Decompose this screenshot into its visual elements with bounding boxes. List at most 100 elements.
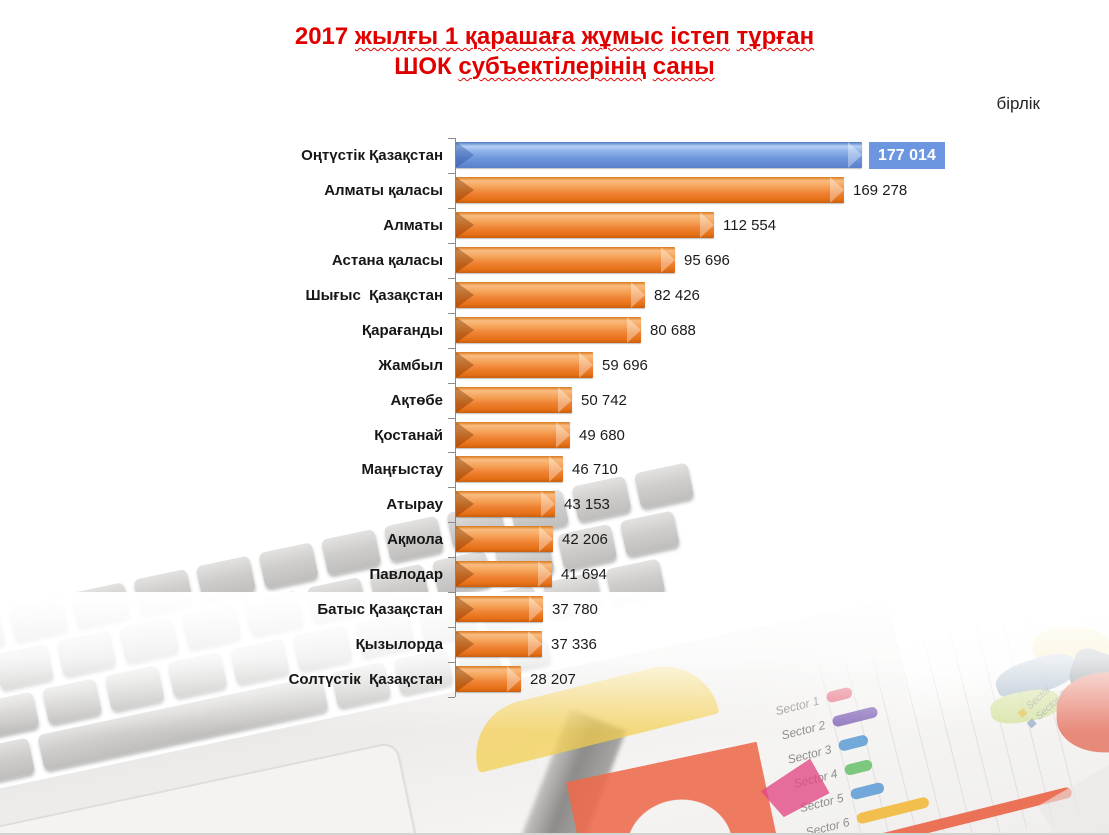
chart-row: Маңғыстау 46 710 [0, 452, 1109, 487]
title-segment: тұрған [736, 23, 815, 50]
chart-row: Жамбыл 59 696 [0, 348, 1109, 383]
value-label: 80 688 [650, 322, 696, 339]
category-label: Маңғыстау [361, 461, 443, 478]
category-axis-line [455, 138, 456, 697]
value-label: 59 696 [602, 357, 648, 374]
axis-tick [448, 592, 455, 593]
data-bar [456, 352, 593, 378]
value-label: 50 742 [581, 392, 627, 409]
category-label: Атырау [386, 496, 443, 513]
value-label: 37 780 [552, 601, 598, 618]
chart-title: 2017 жылғы 1 қарашаға жұмыс істеп тұрған… [0, 22, 1109, 82]
category-label: Павлодар [369, 566, 443, 583]
bg-sector-bar [837, 734, 870, 752]
chart-row: Павлодар 41 694 [0, 557, 1109, 592]
value-label: 177 014 [869, 142, 945, 169]
value-label: 37 336 [551, 636, 597, 653]
chart-row: Шығыс Қазақстан 82 426 [0, 278, 1109, 313]
data-bar [456, 491, 555, 517]
axis-tick [448, 522, 455, 523]
chart-row: Алматы қаласы 169 278 [0, 173, 1109, 208]
axis-tick [448, 627, 455, 628]
value-label: 28 207 [530, 671, 576, 688]
chart-row: Ақтөбе 50 742 [0, 383, 1109, 418]
value-label: 42 206 [562, 531, 608, 548]
title-segment: саны [652, 53, 715, 80]
chart-title-line1: 2017 жылғы 1 қарашаға жұмыс істеп тұрған [0, 22, 1109, 52]
axis-tick [448, 697, 455, 698]
axis-tick [448, 243, 455, 244]
value-label: 49 680 [579, 427, 625, 444]
data-bar [456, 212, 714, 238]
category-label: Астана қаласы [331, 252, 443, 269]
chart-row: Батыс Қазақстан 37 780 [0, 592, 1109, 627]
title-segment: ШОК [394, 53, 459, 80]
title-segment: жылғы 1 қарашаға [354, 23, 575, 50]
data-bar [456, 666, 521, 692]
value-label: 41 694 [561, 566, 607, 583]
axis-tick [448, 418, 455, 419]
plot-area: Оңтүстік Қазақстан 177 014 Алматы қаласы 16… [0, 138, 1109, 700]
category-label: Ақтөбе [390, 392, 443, 409]
title-segment: істеп [670, 23, 730, 50]
data-bar [456, 456, 563, 482]
axis-tick [448, 487, 455, 488]
title-segment [646, 53, 653, 80]
category-label: Ақмола [387, 531, 443, 548]
category-label: Солтүстік Қазақстан [288, 671, 443, 688]
axis-tick [448, 557, 455, 558]
chart-row: Солтүстік Қазақстан 28 207 [0, 662, 1109, 697]
category-label: Қызылорда [355, 636, 443, 653]
axis-tick [448, 138, 455, 139]
data-bar [456, 526, 553, 552]
axis-tick [448, 452, 455, 453]
chart-row: Оңтүстік Қазақстан 177 014 [0, 138, 1109, 173]
title-segment: жұмыс [581, 23, 664, 50]
chart-row: Алматы 112 554 [0, 208, 1109, 243]
data-bar [456, 247, 675, 273]
data-bar [456, 317, 641, 343]
category-label: Қостанай [374, 427, 443, 444]
value-label: 82 426 [654, 287, 700, 304]
data-bar [456, 561, 552, 587]
axis-tick [448, 278, 455, 279]
category-label: Жамбыл [378, 357, 443, 374]
category-label: Алматы қаласы [324, 182, 443, 199]
axis-tick [448, 383, 455, 384]
title-segment [730, 23, 737, 50]
data-bar [456, 142, 862, 168]
value-label: 112 554 [723, 217, 777, 234]
data-bar [456, 422, 570, 448]
chart-row: Қостанай 49 680 [0, 418, 1109, 453]
category-label: Қарағанды [362, 322, 443, 339]
value-label: 46 710 [572, 461, 618, 478]
axis-tick [448, 662, 455, 663]
data-bar [456, 177, 844, 203]
data-bar [456, 631, 542, 657]
value-label: 43 153 [564, 496, 610, 513]
chart-row: Атырау 43 153 [0, 487, 1109, 522]
axis-tick [448, 173, 455, 174]
axis-tick [448, 208, 455, 209]
chart-row: Қарағанды 80 688 [0, 313, 1109, 348]
data-bar [456, 387, 572, 413]
chart-title-line2: ШОК субъектілерінің саны [0, 52, 1109, 82]
title-segment: 2017 [294, 23, 355, 50]
category-label: Батыс Қазақстан [317, 601, 443, 618]
category-label: Оңтүстік Қазақстан [301, 147, 443, 164]
data-bar [456, 596, 543, 622]
data-bar [456, 282, 645, 308]
value-label: 169 278 [853, 182, 908, 199]
category-label: Шығыс Қазақстан [305, 287, 444, 304]
axis-tick [448, 313, 455, 314]
chart-row: Қызылорда 37 336 [0, 627, 1109, 662]
unit-label: бірлік [996, 94, 1040, 113]
bg-sector-bar [849, 781, 886, 801]
chart-row: Астана қаласы 95 696 [0, 243, 1109, 278]
axis-tick [448, 348, 455, 349]
title-segment [575, 23, 582, 50]
bg-sector-bar [843, 758, 874, 777]
value-label: 95 696 [684, 252, 730, 269]
title-segment: субъектілерінің [458, 53, 647, 80]
